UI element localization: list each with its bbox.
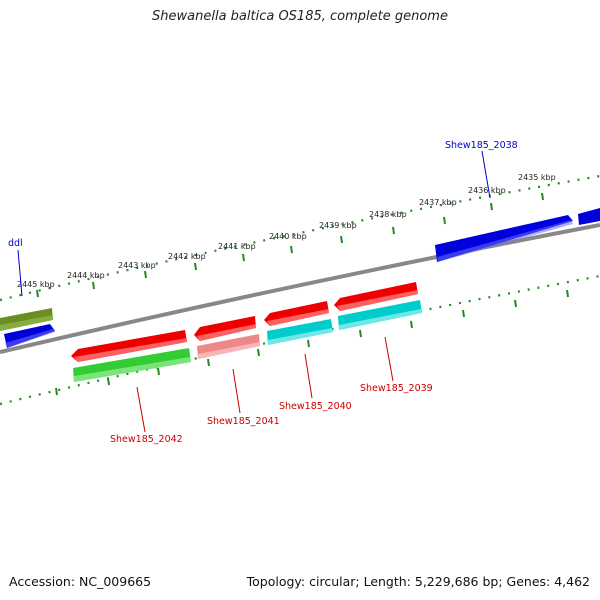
label-shew185-2042[interactable]: Shew185_2042: [110, 434, 183, 445]
leader-line-shew185-2040: [304, 353, 313, 399]
kbp-label: 2438 kbp: [369, 210, 407, 219]
leader-line-shew185-2039: [384, 336, 394, 382]
label-ddl[interactable]: ddl: [8, 238, 23, 249]
gene-shew185-2038[interactable]: [435, 215, 573, 262]
kbp-label: 2441 kbp: [218, 242, 256, 251]
kbp-label: 2445 kbp: [17, 280, 55, 289]
gene-cyan-2040[interactable]: [267, 319, 333, 345]
kbp-label: 2439 kbp: [319, 221, 357, 230]
outer-ruler: [0, 174, 600, 302]
gene-ddl[interactable]: [4, 324, 55, 348]
map-title: Shewanella baltica OS185, complete genom…: [152, 9, 448, 24]
gene-shew185-2041-red[interactable]: [194, 316, 256, 341]
genome-backbone: [0, 223, 600, 354]
kbp-label: 2437 kbp: [419, 198, 457, 207]
kbp-label: 2442 kbp: [168, 252, 206, 261]
leader-line-shew185-2042: [136, 386, 146, 433]
label-shew185-2040[interactable]: Shew185_2040: [279, 401, 352, 412]
label-shew185-2039[interactable]: Shew185_2039: [360, 383, 433, 394]
leader-line-shew185-2041: [232, 368, 241, 414]
gene-cyan-2039[interactable]: [338, 300, 422, 330]
outer-major-ticks: [36, 192, 544, 298]
gene-shew185-2040-red[interactable]: [264, 301, 329, 326]
gene-shew185-2042-red[interactable]: [71, 330, 187, 362]
kbp-label: 2440 kbp: [269, 232, 307, 241]
inner-major-ticks: [55, 289, 569, 396]
gene-green[interactable]: [73, 348, 191, 382]
inner-ruler: [0, 274, 600, 406]
leader-line-ddl: [17, 249, 23, 297]
leader-line-shew185-2038: [481, 150, 491, 199]
kbp-label: 2444 kbp: [67, 271, 105, 280]
gene-shew185-2039[interactable]: [334, 282, 418, 311]
label-shew185-2041[interactable]: Shew185_2041: [207, 416, 280, 427]
accession-text: Accession: NC_009665: [9, 574, 152, 589]
genome-stats-text: Topology: circular; Length: 5,229,686 bp…: [246, 574, 590, 589]
label-shew185-2038[interactable]: Shew185_2038: [445, 140, 518, 151]
gene-right-edge-blue[interactable]: [578, 208, 600, 225]
kbp-label: 2435 kbp: [518, 173, 556, 182]
kbp-label: 2436 kbp: [468, 186, 506, 195]
kbp-label: 2443 kbp: [118, 261, 156, 270]
gene-olive[interactable]: [0, 308, 53, 331]
gene-pink[interactable]: [197, 334, 260, 359]
